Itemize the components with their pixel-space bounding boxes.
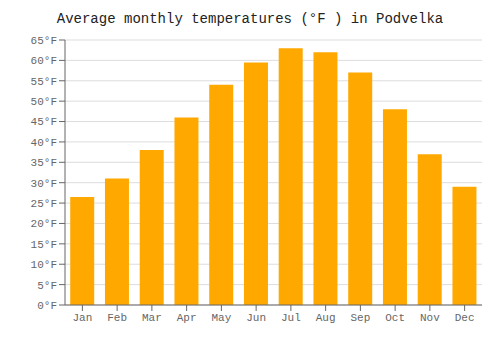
- svg-text:Oct: Oct: [385, 312, 405, 324]
- svg-text:Feb: Feb: [107, 312, 127, 324]
- svg-text:20°F: 20°F: [31, 218, 57, 230]
- svg-text:Aug: Aug: [316, 312, 336, 324]
- html-text:Average monthly temperatures (: Average monthly temperatures (°F ) in Po…: [56, 11, 444, 27]
- svg-text:Mar: Mar: [142, 312, 162, 324]
- svg-text:30°F: 30°F: [31, 178, 57, 190]
- svg-text:10°F: 10°F: [31, 259, 57, 271]
- svg-text:40°F: 40°F: [31, 137, 57, 149]
- svg-text:Dec: Dec: [455, 312, 475, 324]
- svg-text:0°F: 0°F: [37, 300, 57, 312]
- svg-text:Jan: Jan: [72, 312, 92, 324]
- svg-text:Sep: Sep: [350, 312, 370, 324]
- svg-text:Apr: Apr: [177, 312, 197, 324]
- svg-text:60°F: 60°F: [31, 55, 57, 67]
- svg-text:5°F: 5°F: [37, 280, 57, 292]
- svg-text:55°F: 55°F: [31, 76, 57, 88]
- svg-text:50°F: 50°F: [31, 96, 57, 108]
- svg-text:Nov: Nov: [420, 312, 440, 324]
- svg-text:45°F: 45°F: [31, 116, 57, 128]
- svg-text:Jul: Jul: [281, 312, 301, 324]
- svg-text:15°F: 15°F: [31, 239, 57, 251]
- svg-text:May: May: [211, 312, 231, 324]
- svg-text:Jun: Jun: [246, 312, 266, 324]
- svg-text:65°F: 65°F: [31, 35, 57, 47]
- svg-text:25°F: 25°F: [31, 198, 57, 210]
- svg-text:35°F: 35°F: [31, 157, 57, 169]
